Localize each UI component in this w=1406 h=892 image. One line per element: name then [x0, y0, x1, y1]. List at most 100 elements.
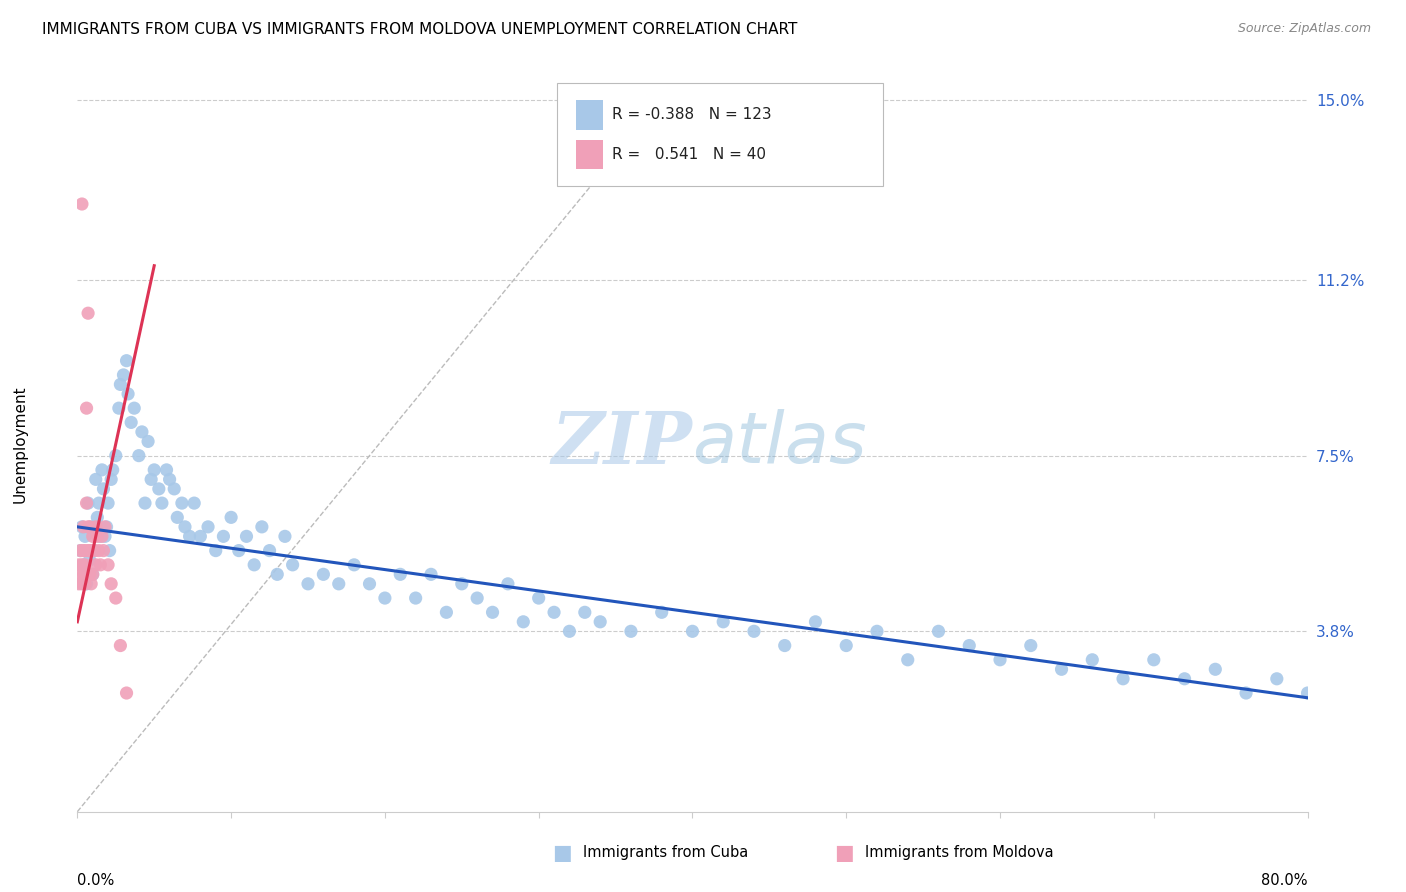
Point — [69, 543, 91, 558]
Point — [682, 624, 704, 639]
Point — [235, 529, 257, 543]
Text: Immigrants from Moldova: Immigrants from Moldova — [865, 846, 1053, 860]
Point — [79, 520, 101, 534]
Point — [163, 482, 186, 496]
Point — [527, 591, 550, 605]
Point — [281, 558, 304, 572]
Point — [67, 577, 90, 591]
Point — [90, 529, 114, 543]
Point — [79, 553, 101, 567]
Point — [150, 496, 173, 510]
Text: IMMIGRANTS FROM CUBA VS IMMIGRANTS FROM MOLDOVA UNEMPLOYMENT CORRELATION CHART: IMMIGRANTS FROM CUBA VS IMMIGRANTS FROM … — [42, 22, 797, 37]
Point — [1112, 672, 1135, 686]
Text: R =   0.541   N = 40: R = 0.541 N = 40 — [613, 147, 766, 162]
Point — [94, 529, 117, 543]
Point — [73, 558, 96, 572]
Point — [711, 615, 734, 629]
Point — [465, 591, 488, 605]
Point — [87, 496, 110, 510]
Point — [77, 543, 100, 558]
Point — [80, 520, 103, 534]
Point — [122, 401, 145, 416]
Point — [69, 543, 91, 558]
Point — [115, 353, 138, 368]
Point — [76, 577, 98, 591]
Point — [136, 434, 159, 449]
Point — [1327, 700, 1350, 714]
Point — [80, 577, 103, 591]
Point — [159, 472, 181, 486]
Point — [67, 558, 90, 572]
Point — [259, 543, 281, 558]
Point — [1050, 662, 1073, 676]
Point — [897, 653, 920, 667]
Point — [179, 529, 201, 543]
Point — [86, 529, 108, 543]
Bar — [575, 140, 603, 169]
Point — [100, 577, 122, 591]
Text: 80.0%: 80.0% — [1261, 873, 1308, 888]
Point — [143, 463, 166, 477]
Point — [73, 577, 96, 591]
Point — [197, 520, 219, 534]
Point — [243, 558, 266, 572]
Point — [389, 567, 412, 582]
Point — [84, 472, 107, 486]
Point — [77, 520, 100, 534]
Point — [274, 529, 297, 543]
Point — [89, 529, 111, 543]
Point — [90, 463, 114, 477]
Point — [574, 605, 596, 619]
Point — [481, 605, 503, 619]
Point — [1296, 686, 1319, 700]
Point — [89, 558, 111, 572]
Point — [87, 543, 110, 558]
FancyBboxPatch shape — [557, 83, 883, 186]
Point — [866, 624, 889, 639]
Point — [72, 567, 94, 582]
Point — [312, 567, 335, 582]
Point — [1358, 672, 1381, 686]
Point — [70, 520, 93, 534]
Point — [558, 624, 581, 639]
Point — [1389, 686, 1406, 700]
Point — [328, 577, 350, 591]
Point — [436, 605, 458, 619]
Point — [82, 529, 104, 543]
Point — [69, 567, 91, 582]
Point — [72, 543, 94, 558]
Point — [835, 639, 858, 653]
Point — [543, 605, 565, 619]
Point — [988, 653, 1011, 667]
Point — [82, 567, 104, 582]
Point — [93, 482, 115, 496]
Text: ■: ■ — [834, 843, 853, 863]
Point — [77, 306, 100, 320]
Point — [128, 449, 150, 463]
Point — [266, 567, 288, 582]
Point — [1081, 653, 1104, 667]
Point — [957, 639, 980, 653]
Point — [170, 496, 193, 510]
Point — [115, 686, 138, 700]
Point — [620, 624, 643, 639]
Point — [120, 416, 142, 430]
Point — [80, 543, 103, 558]
Point — [1265, 672, 1288, 686]
Point — [134, 496, 156, 510]
Point — [148, 482, 170, 496]
Text: ■: ■ — [553, 843, 572, 863]
Point — [512, 615, 534, 629]
Point — [450, 577, 472, 591]
Point — [928, 624, 950, 639]
Point — [420, 567, 443, 582]
Point — [742, 624, 765, 639]
Point — [183, 496, 205, 510]
Point — [76, 401, 98, 416]
Point — [97, 496, 120, 510]
Point — [72, 520, 94, 534]
Point — [73, 543, 96, 558]
Point — [374, 591, 396, 605]
Point — [496, 577, 519, 591]
Text: ZIP: ZIP — [551, 409, 693, 479]
